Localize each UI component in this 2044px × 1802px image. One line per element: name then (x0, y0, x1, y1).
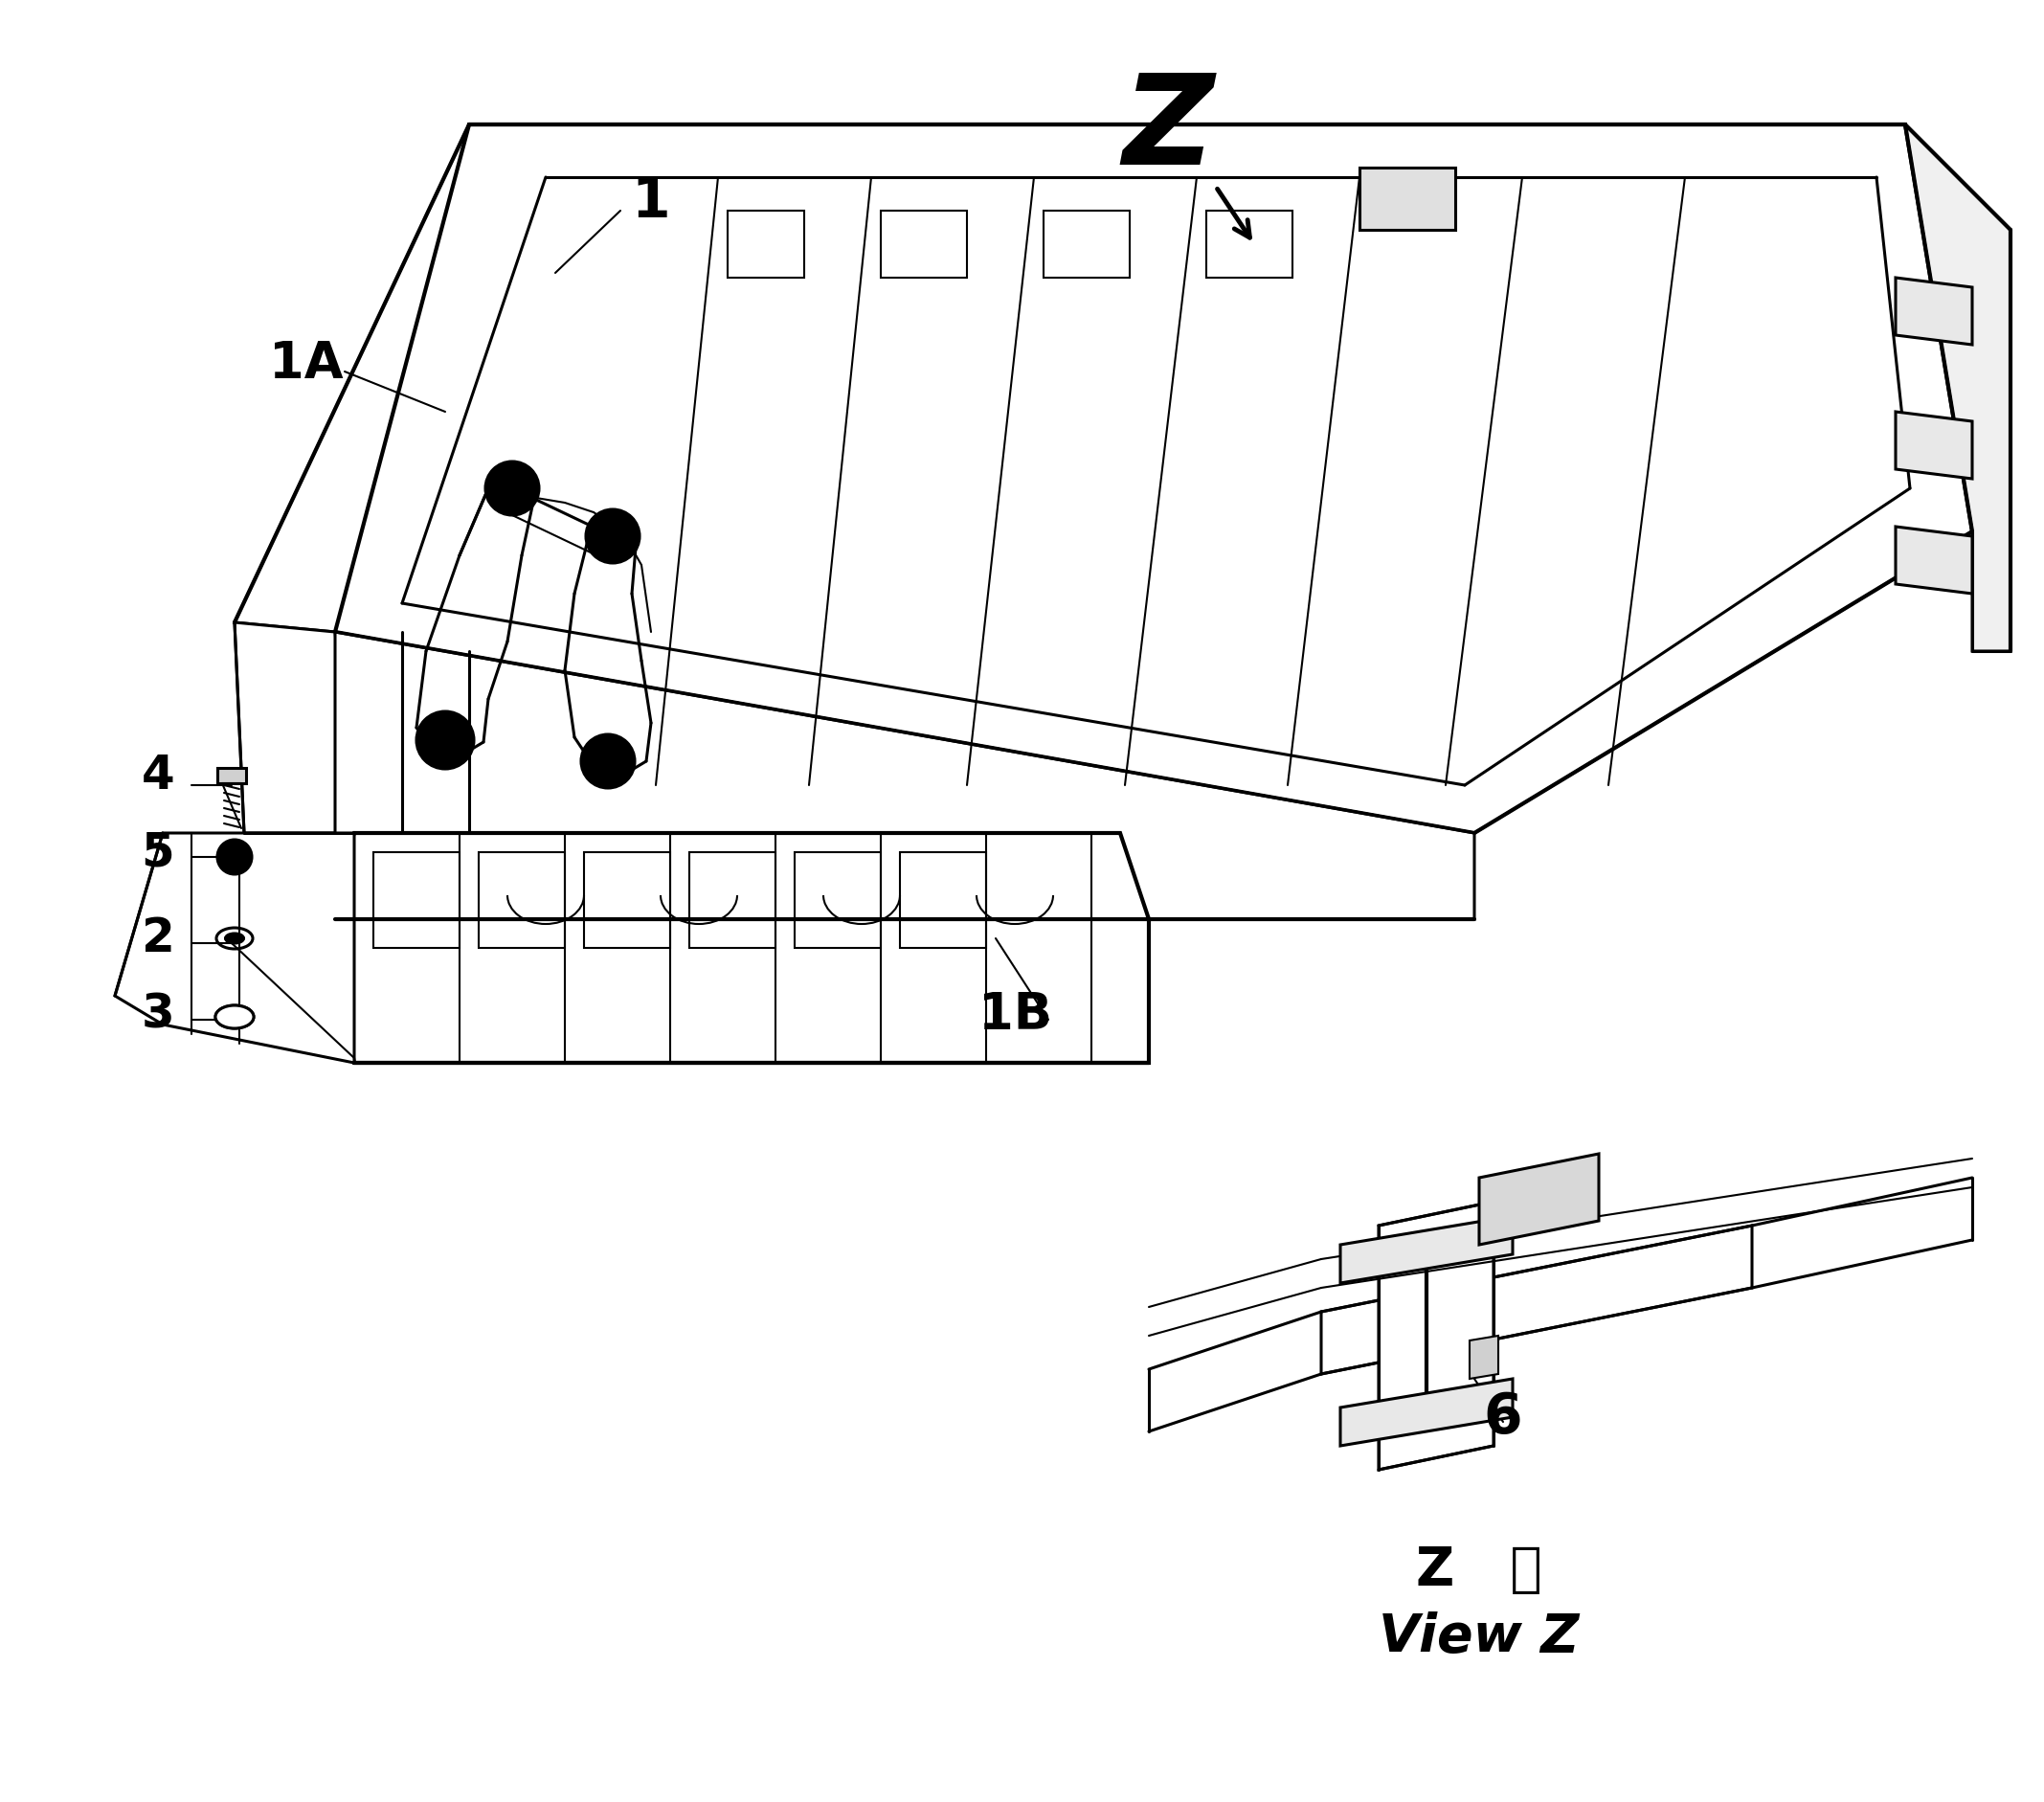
Text: 5: 5 (141, 829, 174, 876)
Polygon shape (1895, 411, 1972, 479)
Polygon shape (335, 124, 1972, 833)
Text: 4: 4 (141, 753, 174, 798)
Polygon shape (1470, 1335, 1498, 1379)
Circle shape (597, 751, 619, 771)
Circle shape (417, 712, 474, 769)
Circle shape (217, 840, 251, 874)
Polygon shape (1341, 1216, 1513, 1283)
Polygon shape (1359, 168, 1455, 231)
Polygon shape (325, 833, 1149, 1063)
Text: 2: 2 (141, 915, 174, 960)
Text: Z: Z (1122, 68, 1214, 189)
Polygon shape (1895, 278, 1972, 344)
Ellipse shape (225, 933, 243, 944)
Text: 6: 6 (1484, 1389, 1523, 1445)
Circle shape (587, 510, 640, 562)
Circle shape (580, 735, 636, 787)
Text: 1A: 1A (270, 339, 343, 389)
Polygon shape (1341, 1379, 1513, 1445)
Polygon shape (1378, 1202, 1494, 1470)
Text: 1B: 1B (977, 989, 1053, 1040)
Text: 3: 3 (141, 991, 174, 1038)
Circle shape (601, 524, 623, 548)
Circle shape (227, 851, 241, 863)
Text: Z   視: Z 視 (1416, 1544, 1541, 1597)
Polygon shape (235, 124, 589, 633)
Polygon shape (235, 622, 354, 833)
Polygon shape (114, 833, 354, 1063)
Polygon shape (1895, 526, 1972, 593)
Polygon shape (335, 633, 1474, 919)
Ellipse shape (215, 1006, 253, 1029)
Polygon shape (1320, 1225, 1752, 1373)
Polygon shape (217, 768, 245, 784)
Circle shape (433, 728, 456, 751)
Polygon shape (1905, 124, 2011, 651)
Circle shape (501, 478, 523, 499)
Polygon shape (1480, 1153, 1598, 1245)
Text: 1: 1 (632, 173, 670, 229)
Text: View Z: View Z (1380, 1611, 1580, 1663)
Circle shape (484, 461, 540, 515)
